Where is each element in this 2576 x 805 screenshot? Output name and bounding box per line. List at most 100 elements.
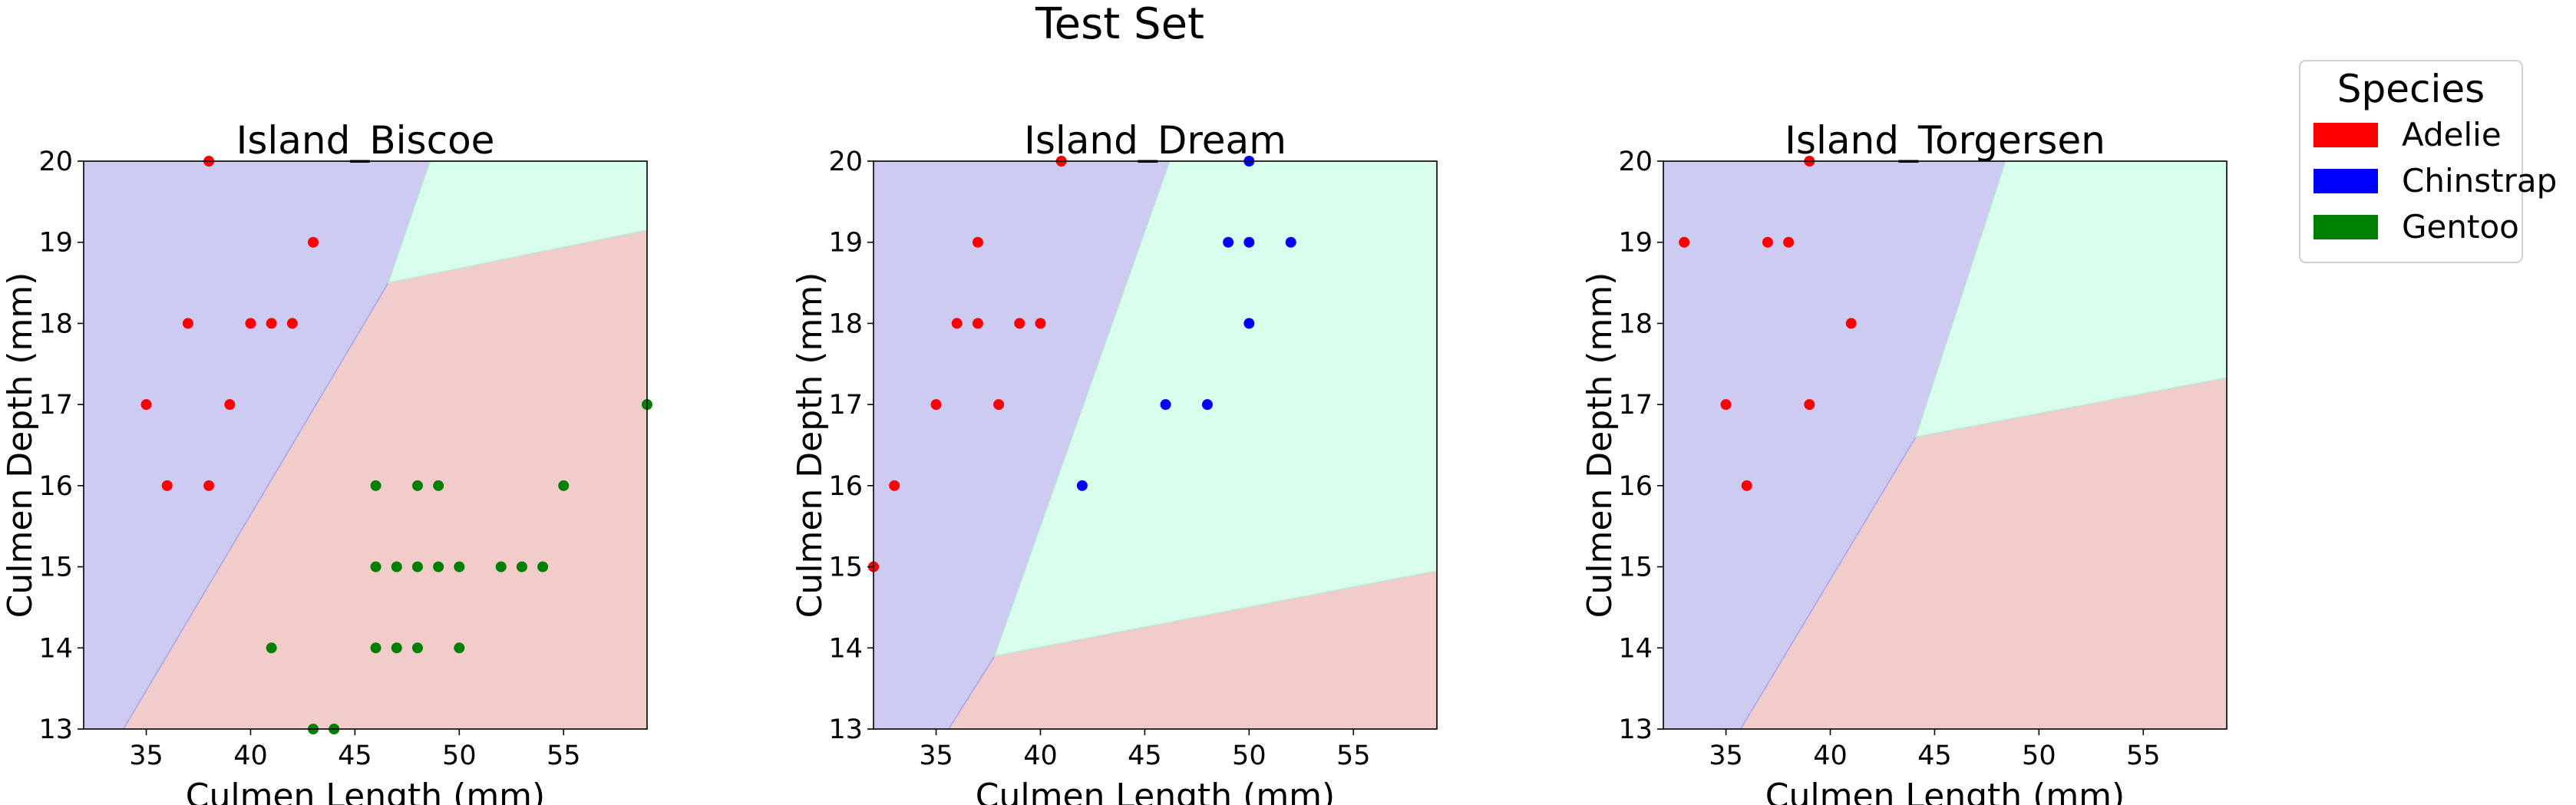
legend-frame [2299, 60, 2523, 263]
point-gentoo [266, 642, 277, 654]
point-gentoo [537, 561, 549, 572]
legend-entries: Adelie Chinstrap Gentoo [2313, 116, 2557, 246]
point-adelie [140, 399, 152, 411]
x-tick-label: 45 [1128, 741, 1162, 771]
x-tick-label: 40 [1023, 741, 1058, 771]
point-chinstrap [1201, 399, 1213, 411]
point-adelie [972, 318, 983, 329]
point-adelie [286, 318, 298, 329]
point-gentoo [411, 480, 423, 491]
y-tick-label: 18 [38, 308, 73, 339]
point-adelie [245, 318, 256, 329]
axes-frame [83, 160, 648, 730]
y-tick-label: 17 [38, 390, 73, 421]
y-tick-label: 18 [828, 308, 863, 339]
x-axis-label: Culmen Length (mm) [186, 777, 545, 805]
y-tick-label: 17 [1618, 390, 1653, 421]
point-adelie [930, 399, 942, 411]
legend-swatch-chinstrap [2313, 169, 2378, 193]
y-tick-label: 13 [1618, 714, 1653, 745]
point-gentoo [370, 480, 381, 491]
y-tick-label: 14 [38, 633, 73, 664]
y-tick-label: 16 [828, 471, 863, 502]
y-tick-label: 16 [1618, 471, 1653, 502]
y-tick-label: 15 [38, 553, 73, 583]
point-gentoo [411, 561, 423, 572]
y-tick-label: 15 [1618, 553, 1653, 583]
subplots: 35 40 45 50 55 13 14 15 16 17 18 19 20 Island_Biscoe C… [1, 118, 2228, 805]
y-tick-label: 19 [38, 228, 73, 259]
x-tick-label: 55 [1336, 741, 1371, 771]
point-gentoo [391, 561, 402, 572]
axes-frame [873, 160, 1438, 730]
point-adelie [951, 318, 963, 329]
axes-frame [1663, 160, 2228, 730]
point-gentoo [391, 642, 402, 654]
subplot-title: Island_Dream [1024, 118, 1286, 163]
point-gentoo [558, 480, 570, 491]
point-gentoo [495, 561, 507, 572]
point-adelie [1845, 318, 1857, 329]
y-tick-label: 20 [828, 147, 863, 177]
point-adelie [161, 480, 173, 491]
point-adelie [1804, 399, 1815, 411]
x-tick-label: 35 [1709, 741, 1743, 771]
point-gentoo [454, 642, 465, 654]
point-gentoo [454, 561, 465, 572]
point-chinstrap [1223, 236, 1234, 248]
point-gentoo [516, 561, 527, 572]
point-adelie [224, 399, 236, 411]
data-points [1679, 156, 1857, 491]
y-tick-label: 15 [828, 553, 863, 583]
point-adelie [203, 480, 215, 491]
x-tick-label: 45 [1917, 741, 1952, 771]
point-gentoo [433, 561, 444, 572]
y-tick-label: 20 [1618, 147, 1653, 177]
x-tick-label: 40 [233, 741, 268, 771]
point-chinstrap [1243, 318, 1255, 329]
x-tick-label: 50 [442, 741, 477, 771]
legend-swatch-gentoo [2313, 215, 2378, 239]
y-tick-label: 19 [828, 228, 863, 259]
y-axis-label: Culmen Depth (mm) [791, 272, 830, 619]
point-gentoo [370, 642, 381, 654]
y-tick-label: 17 [828, 390, 863, 421]
x-axis-label: Culmen Length (mm) [1765, 777, 2125, 805]
y-tick-label: 13 [38, 714, 73, 745]
point-adelie [182, 318, 193, 329]
y-tick-label: 14 [828, 633, 863, 664]
point-adelie [889, 480, 900, 491]
legend-label-adelie: Adelie [2402, 116, 2502, 153]
x-tick-label: 50 [1232, 741, 1267, 771]
data-points [140, 156, 652, 734]
point-adelie [1762, 236, 1773, 248]
y-tick-label: 20 [38, 147, 73, 177]
x-tick-label: 35 [129, 741, 163, 771]
decision-regions [874, 161, 1437, 729]
point-adelie [266, 318, 277, 329]
x-tick-label: 45 [338, 741, 372, 771]
point-chinstrap [1243, 236, 1255, 248]
point-gentoo [433, 480, 444, 491]
point-chinstrap [1076, 480, 1088, 491]
subplot-3: 35 40 45 50 55 13 14 15 16 17 18 19 20 Island_Torgers… [1580, 118, 2228, 805]
region-gentoo [1914, 161, 2227, 438]
y-tick-label: 19 [1618, 228, 1653, 259]
legend-swatch-adelie [2313, 123, 2378, 147]
region-gentoo [993, 161, 1437, 657]
y-tick-label: 16 [38, 471, 73, 502]
point-chinstrap [1160, 399, 1171, 411]
point-adelie [1720, 399, 1732, 411]
point-adelie [1014, 318, 1025, 329]
y-axis-label: Culmen Depth (mm) [1, 272, 40, 619]
y-axis-label: Culmen Depth (mm) [1580, 272, 1620, 619]
decision-regions [1663, 161, 2227, 729]
point-chinstrap [1285, 236, 1296, 248]
point-gentoo [370, 561, 381, 572]
y-tick-label: 14 [1618, 633, 1653, 664]
legend-label-chinstrap: Chinstrap [2402, 162, 2557, 200]
legend-title: Species [2337, 67, 2485, 111]
decision-regions [84, 161, 647, 729]
point-adelie [1035, 318, 1046, 329]
